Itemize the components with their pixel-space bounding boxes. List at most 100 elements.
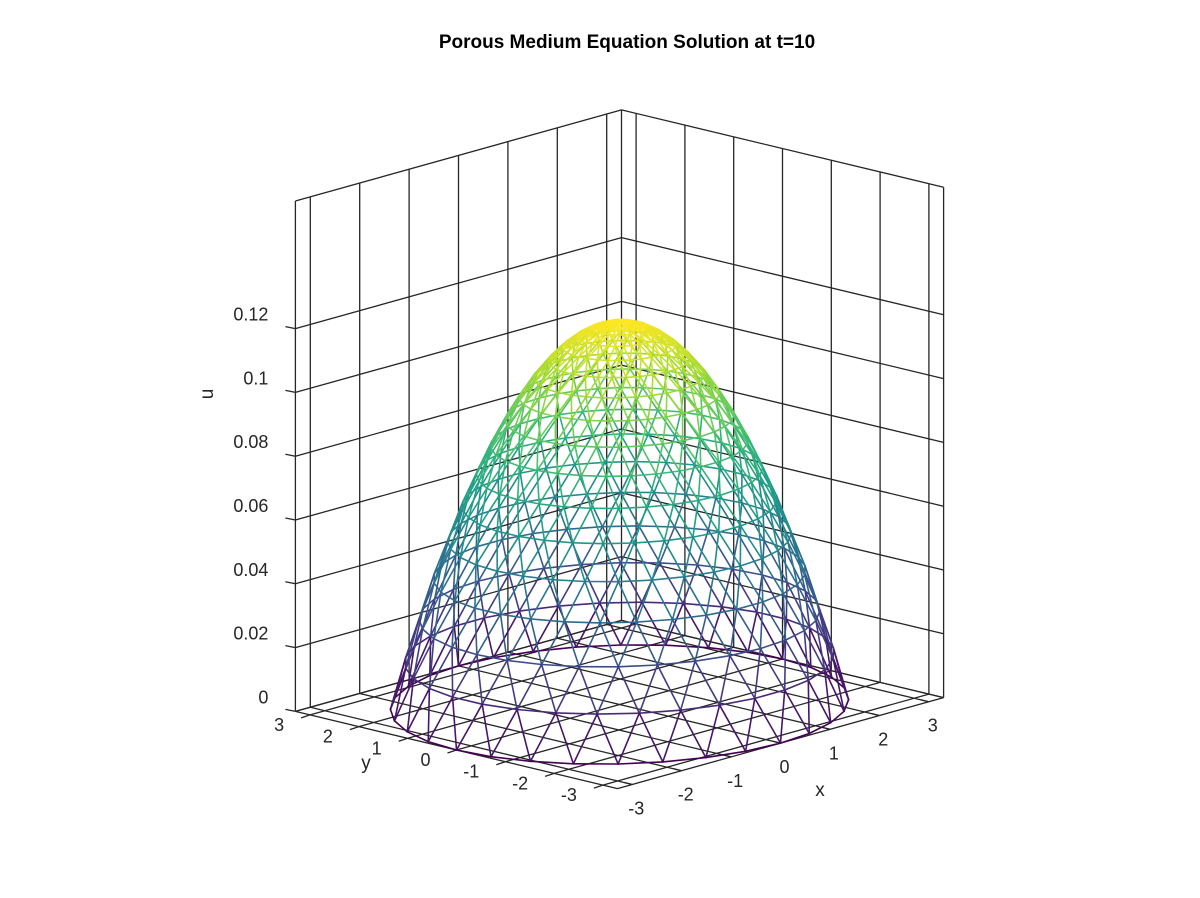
x-tick-label: 3	[928, 716, 938, 736]
mesh-edge	[537, 439, 557, 445]
mesh-edge	[586, 461, 606, 495]
x-tick-mark	[624, 781, 633, 786]
mesh-edge	[518, 435, 525, 468]
mesh-edge	[634, 394, 653, 398]
mesh-edge	[518, 398, 525, 406]
mesh-edge	[630, 445, 643, 477]
grid-line	[602, 693, 930, 786]
axis-edge	[295, 109, 622, 202]
mesh-edge	[739, 525, 763, 560]
mesh-edge	[539, 384, 549, 391]
y-tick-mark	[447, 749, 457, 754]
mesh-edge	[757, 510, 771, 520]
mesh-edge	[580, 561, 622, 566]
mesh-edge	[717, 461, 739, 491]
mesh-edge	[630, 473, 658, 477]
mesh-edge	[495, 424, 508, 457]
mesh-edge	[534, 380, 541, 387]
mesh-edge	[599, 621, 638, 624]
mesh-edge	[497, 472, 522, 509]
mesh-edge	[633, 506, 648, 544]
mesh-edge	[625, 359, 632, 379]
mesh-edge	[618, 345, 625, 362]
mesh-edge	[446, 539, 452, 551]
mesh-edge	[629, 359, 641, 378]
grid-line	[553, 681, 881, 775]
mesh-edge	[784, 639, 810, 682]
mesh-edge	[467, 487, 488, 519]
mesh-edge	[692, 536, 715, 573]
mesh-edge	[557, 563, 583, 607]
mesh-edge	[490, 447, 497, 457]
mesh-edge	[483, 617, 495, 659]
mesh-edge	[440, 591, 456, 602]
mesh-edge	[607, 359, 613, 379]
chart-title: Porous Medium Equation Solution at t=10	[439, 32, 815, 53]
mesh-edge	[564, 410, 584, 439]
mesh-edge	[496, 493, 501, 533]
mesh-edge	[783, 689, 811, 735]
mesh-edge	[418, 582, 435, 620]
mesh-edge	[629, 352, 638, 370]
mesh-edge	[617, 665, 641, 715]
mesh-edge	[553, 463, 576, 499]
mesh-edge	[605, 334, 615, 347]
mesh-edge	[694, 614, 708, 663]
mesh-edge	[641, 386, 665, 390]
mesh-edge	[651, 539, 666, 581]
mesh-edge	[738, 447, 760, 482]
mesh-edge	[522, 412, 543, 437]
mesh-edge	[516, 708, 557, 714]
mesh-edge	[695, 408, 716, 433]
z-tick-label: 0.12	[233, 305, 268, 325]
mesh-edge	[452, 580, 480, 591]
mesh-edge	[580, 474, 592, 510]
mesh-edge	[673, 368, 681, 391]
mesh-edge	[522, 435, 539, 442]
mesh-edge	[570, 342, 587, 356]
grid-line	[309, 623, 637, 716]
mesh-edge	[639, 358, 642, 378]
mesh-edge	[618, 326, 622, 336]
grid-line	[505, 670, 832, 763]
mesh-edge	[815, 619, 835, 660]
mesh-edge	[645, 503, 675, 508]
mesh-edge	[692, 531, 720, 538]
mesh-edge	[557, 373, 575, 394]
mesh-edge	[707, 646, 749, 654]
mesh-edge	[761, 592, 785, 603]
mesh-edge	[617, 761, 664, 765]
mesh-edge	[740, 502, 764, 511]
mesh-edge	[718, 418, 723, 444]
mesh-edge	[619, 433, 637, 463]
mesh-edge	[707, 605, 723, 649]
mesh-edge	[663, 536, 694, 542]
mesh-edge	[468, 485, 482, 495]
mesh-edge	[753, 689, 786, 700]
mesh-edge	[744, 742, 782, 753]
mesh-edge	[635, 618, 674, 623]
mesh-edge	[650, 356, 654, 376]
mesh-edge	[687, 362, 705, 379]
mesh-edge	[428, 625, 456, 677]
mesh-edge	[671, 349, 684, 368]
mesh-edge	[671, 349, 689, 364]
mesh-edge	[679, 704, 721, 712]
mesh-edge	[640, 356, 652, 360]
mesh-edge	[496, 530, 520, 538]
mesh-edge	[457, 656, 495, 667]
mesh-edge	[630, 343, 641, 347]
mesh-edge	[685, 464, 696, 496]
mesh-edge	[586, 491, 622, 495]
mesh-edge	[545, 467, 556, 499]
mesh-edge	[571, 357, 574, 374]
mesh-edge	[808, 626, 812, 669]
mesh-edge	[451, 696, 484, 706]
mesh-edge	[479, 487, 488, 526]
mesh-edge	[512, 403, 525, 432]
mesh-edge	[563, 580, 586, 623]
mesh-edge	[761, 467, 778, 505]
mesh-edge	[705, 750, 747, 759]
mesh-edge	[591, 343, 600, 347]
